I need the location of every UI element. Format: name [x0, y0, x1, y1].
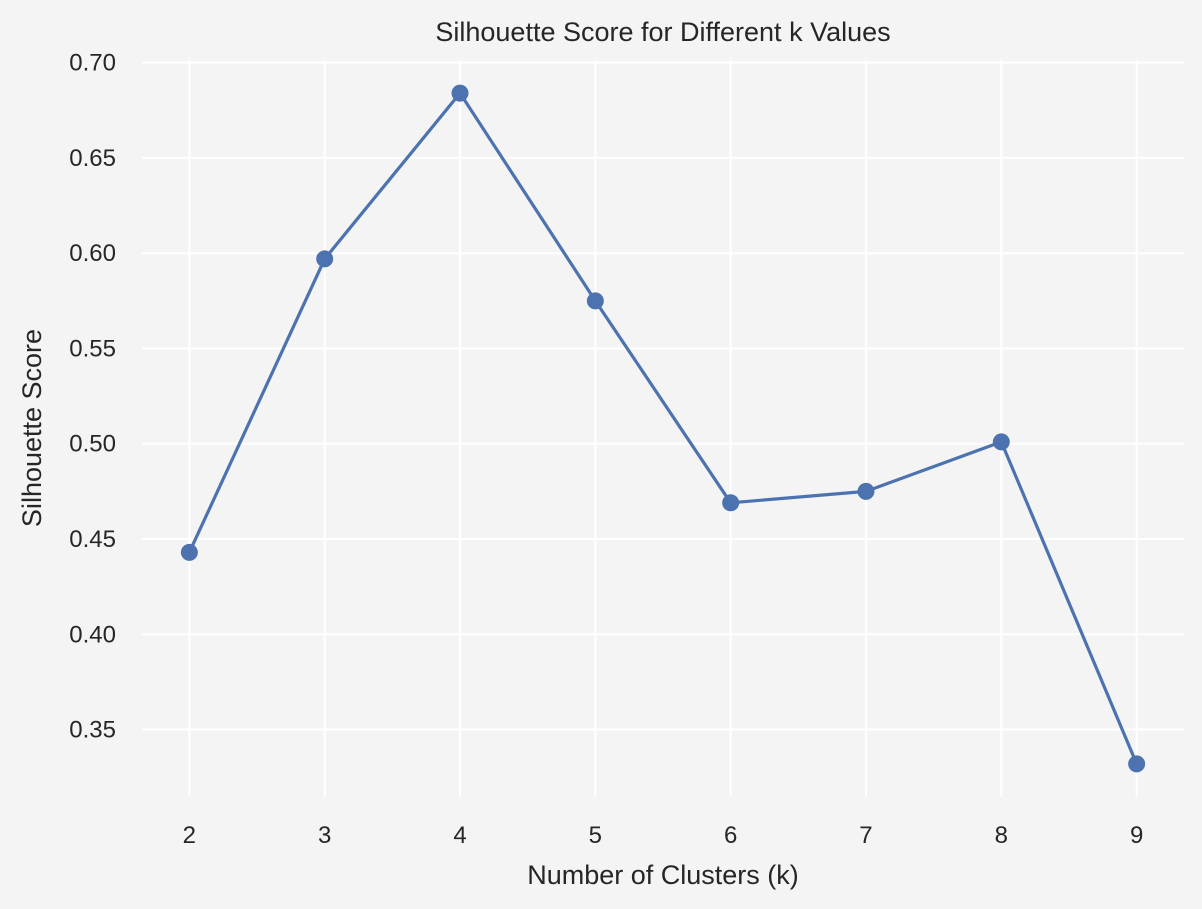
y-tick-label: 0.55 — [69, 335, 116, 362]
x-tick-label: 2 — [183, 822, 196, 849]
data-point — [316, 250, 334, 268]
x-axis-label: Number of Clusters (k) — [527, 860, 799, 890]
data-point — [1128, 755, 1146, 773]
x-tick-label: 6 — [724, 822, 737, 849]
x-tick-label: 8 — [995, 822, 1008, 849]
x-tick-label: 7 — [859, 822, 872, 849]
x-tick-label: 4 — [453, 822, 466, 849]
data-point — [586, 292, 604, 310]
plot-area — [142, 60, 1184, 797]
grid — [142, 60, 1184, 797]
data-point — [451, 84, 469, 102]
data-point — [857, 482, 875, 500]
y-tick-labels: 0.35 0.40 0.45 0.50 0.55 0.60 0.65 0.70 — [69, 50, 116, 744]
data-point — [992, 433, 1010, 451]
x-tick-labels: 2 3 4 5 6 7 8 9 — [183, 822, 1144, 849]
data-point — [722, 494, 740, 512]
y-tick-label: 0.40 — [69, 621, 116, 648]
y-tick-label: 0.50 — [69, 431, 116, 458]
x-tick-label: 3 — [318, 822, 331, 849]
chart-title: Silhouette Score for Different k Values — [435, 17, 890, 47]
x-tick-label: 5 — [589, 822, 602, 849]
x-tick-label: 9 — [1130, 822, 1143, 849]
y-tick-label: 0.35 — [69, 717, 116, 744]
series-group — [180, 84, 1146, 773]
y-tick-label: 0.65 — [69, 145, 116, 172]
data-point — [180, 543, 198, 561]
y-tick-label: 0.70 — [69, 50, 116, 77]
series-line — [187, 91, 1139, 765]
y-axis-label: Silhouette Score — [17, 329, 47, 527]
y-tick-label: 0.45 — [69, 526, 116, 553]
y-tick-label: 0.60 — [69, 240, 116, 267]
